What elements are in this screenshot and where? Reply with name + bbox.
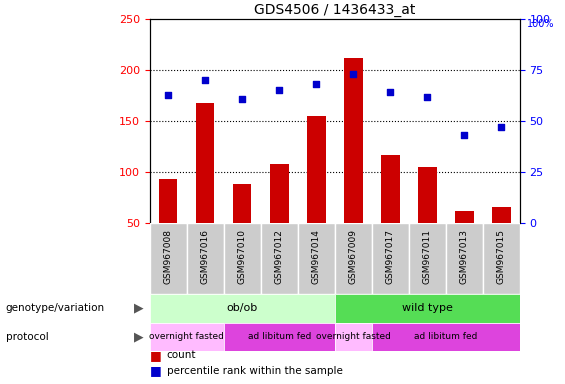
Bar [455, 210, 473, 273]
Bar [224, 323, 334, 351]
Bar [307, 116, 325, 273]
Bar [150, 223, 186, 294]
Text: ▶: ▶ [133, 331, 144, 343]
Point [497, 124, 506, 130]
Bar [298, 223, 334, 294]
Point [275, 88, 284, 94]
Bar [418, 167, 437, 273]
Bar [233, 184, 251, 273]
Text: count: count [167, 350, 196, 360]
Bar [334, 223, 372, 294]
Bar [446, 223, 483, 294]
Bar [150, 323, 224, 351]
Point [423, 93, 432, 99]
Bar [344, 58, 363, 273]
Bar [492, 207, 511, 273]
Text: GSM967014: GSM967014 [312, 229, 321, 284]
Text: 100%: 100% [527, 19, 554, 29]
Text: ad libitum fed: ad libitum fed [414, 333, 477, 341]
Text: GSM967012: GSM967012 [275, 229, 284, 284]
Bar [196, 103, 215, 273]
Bar [409, 223, 446, 294]
Bar [224, 223, 261, 294]
Bar [334, 323, 372, 351]
Bar [372, 323, 520, 351]
Text: overnight fasted: overnight fasted [316, 333, 391, 341]
Point [386, 89, 395, 96]
Bar [483, 223, 520, 294]
Point [349, 71, 358, 77]
Title: GDS4506 / 1436433_at: GDS4506 / 1436433_at [254, 3, 415, 17]
Text: GSM967011: GSM967011 [423, 229, 432, 284]
Text: percentile rank within the sample: percentile rank within the sample [167, 366, 342, 376]
Bar [150, 294, 334, 323]
Text: protocol: protocol [6, 332, 49, 342]
Bar [159, 179, 177, 273]
Text: wild type: wild type [402, 303, 453, 313]
Bar [261, 223, 298, 294]
Bar [334, 294, 520, 323]
Bar [186, 223, 224, 294]
Text: ob/ob: ob/ob [227, 303, 258, 313]
Text: GSM967015: GSM967015 [497, 229, 506, 284]
Text: GSM967010: GSM967010 [238, 229, 247, 284]
Point [164, 91, 173, 98]
Text: overnight fasted: overnight fasted [149, 333, 224, 341]
Point [238, 96, 247, 102]
Bar [270, 164, 289, 273]
Text: ▶: ▶ [133, 302, 144, 314]
Text: ■: ■ [150, 349, 162, 362]
Text: ad libitum fed: ad libitum fed [247, 333, 311, 341]
Text: GSM967009: GSM967009 [349, 229, 358, 284]
Text: GSM967016: GSM967016 [201, 229, 210, 284]
Point [201, 77, 210, 83]
Text: GSM967017: GSM967017 [386, 229, 395, 284]
Point [312, 81, 321, 88]
Text: GSM967008: GSM967008 [164, 229, 173, 284]
Text: ■: ■ [150, 364, 162, 377]
Bar [381, 154, 399, 273]
Text: genotype/variation: genotype/variation [6, 303, 105, 313]
Point [460, 132, 469, 138]
Text: GSM967013: GSM967013 [460, 229, 469, 284]
Bar [372, 223, 409, 294]
